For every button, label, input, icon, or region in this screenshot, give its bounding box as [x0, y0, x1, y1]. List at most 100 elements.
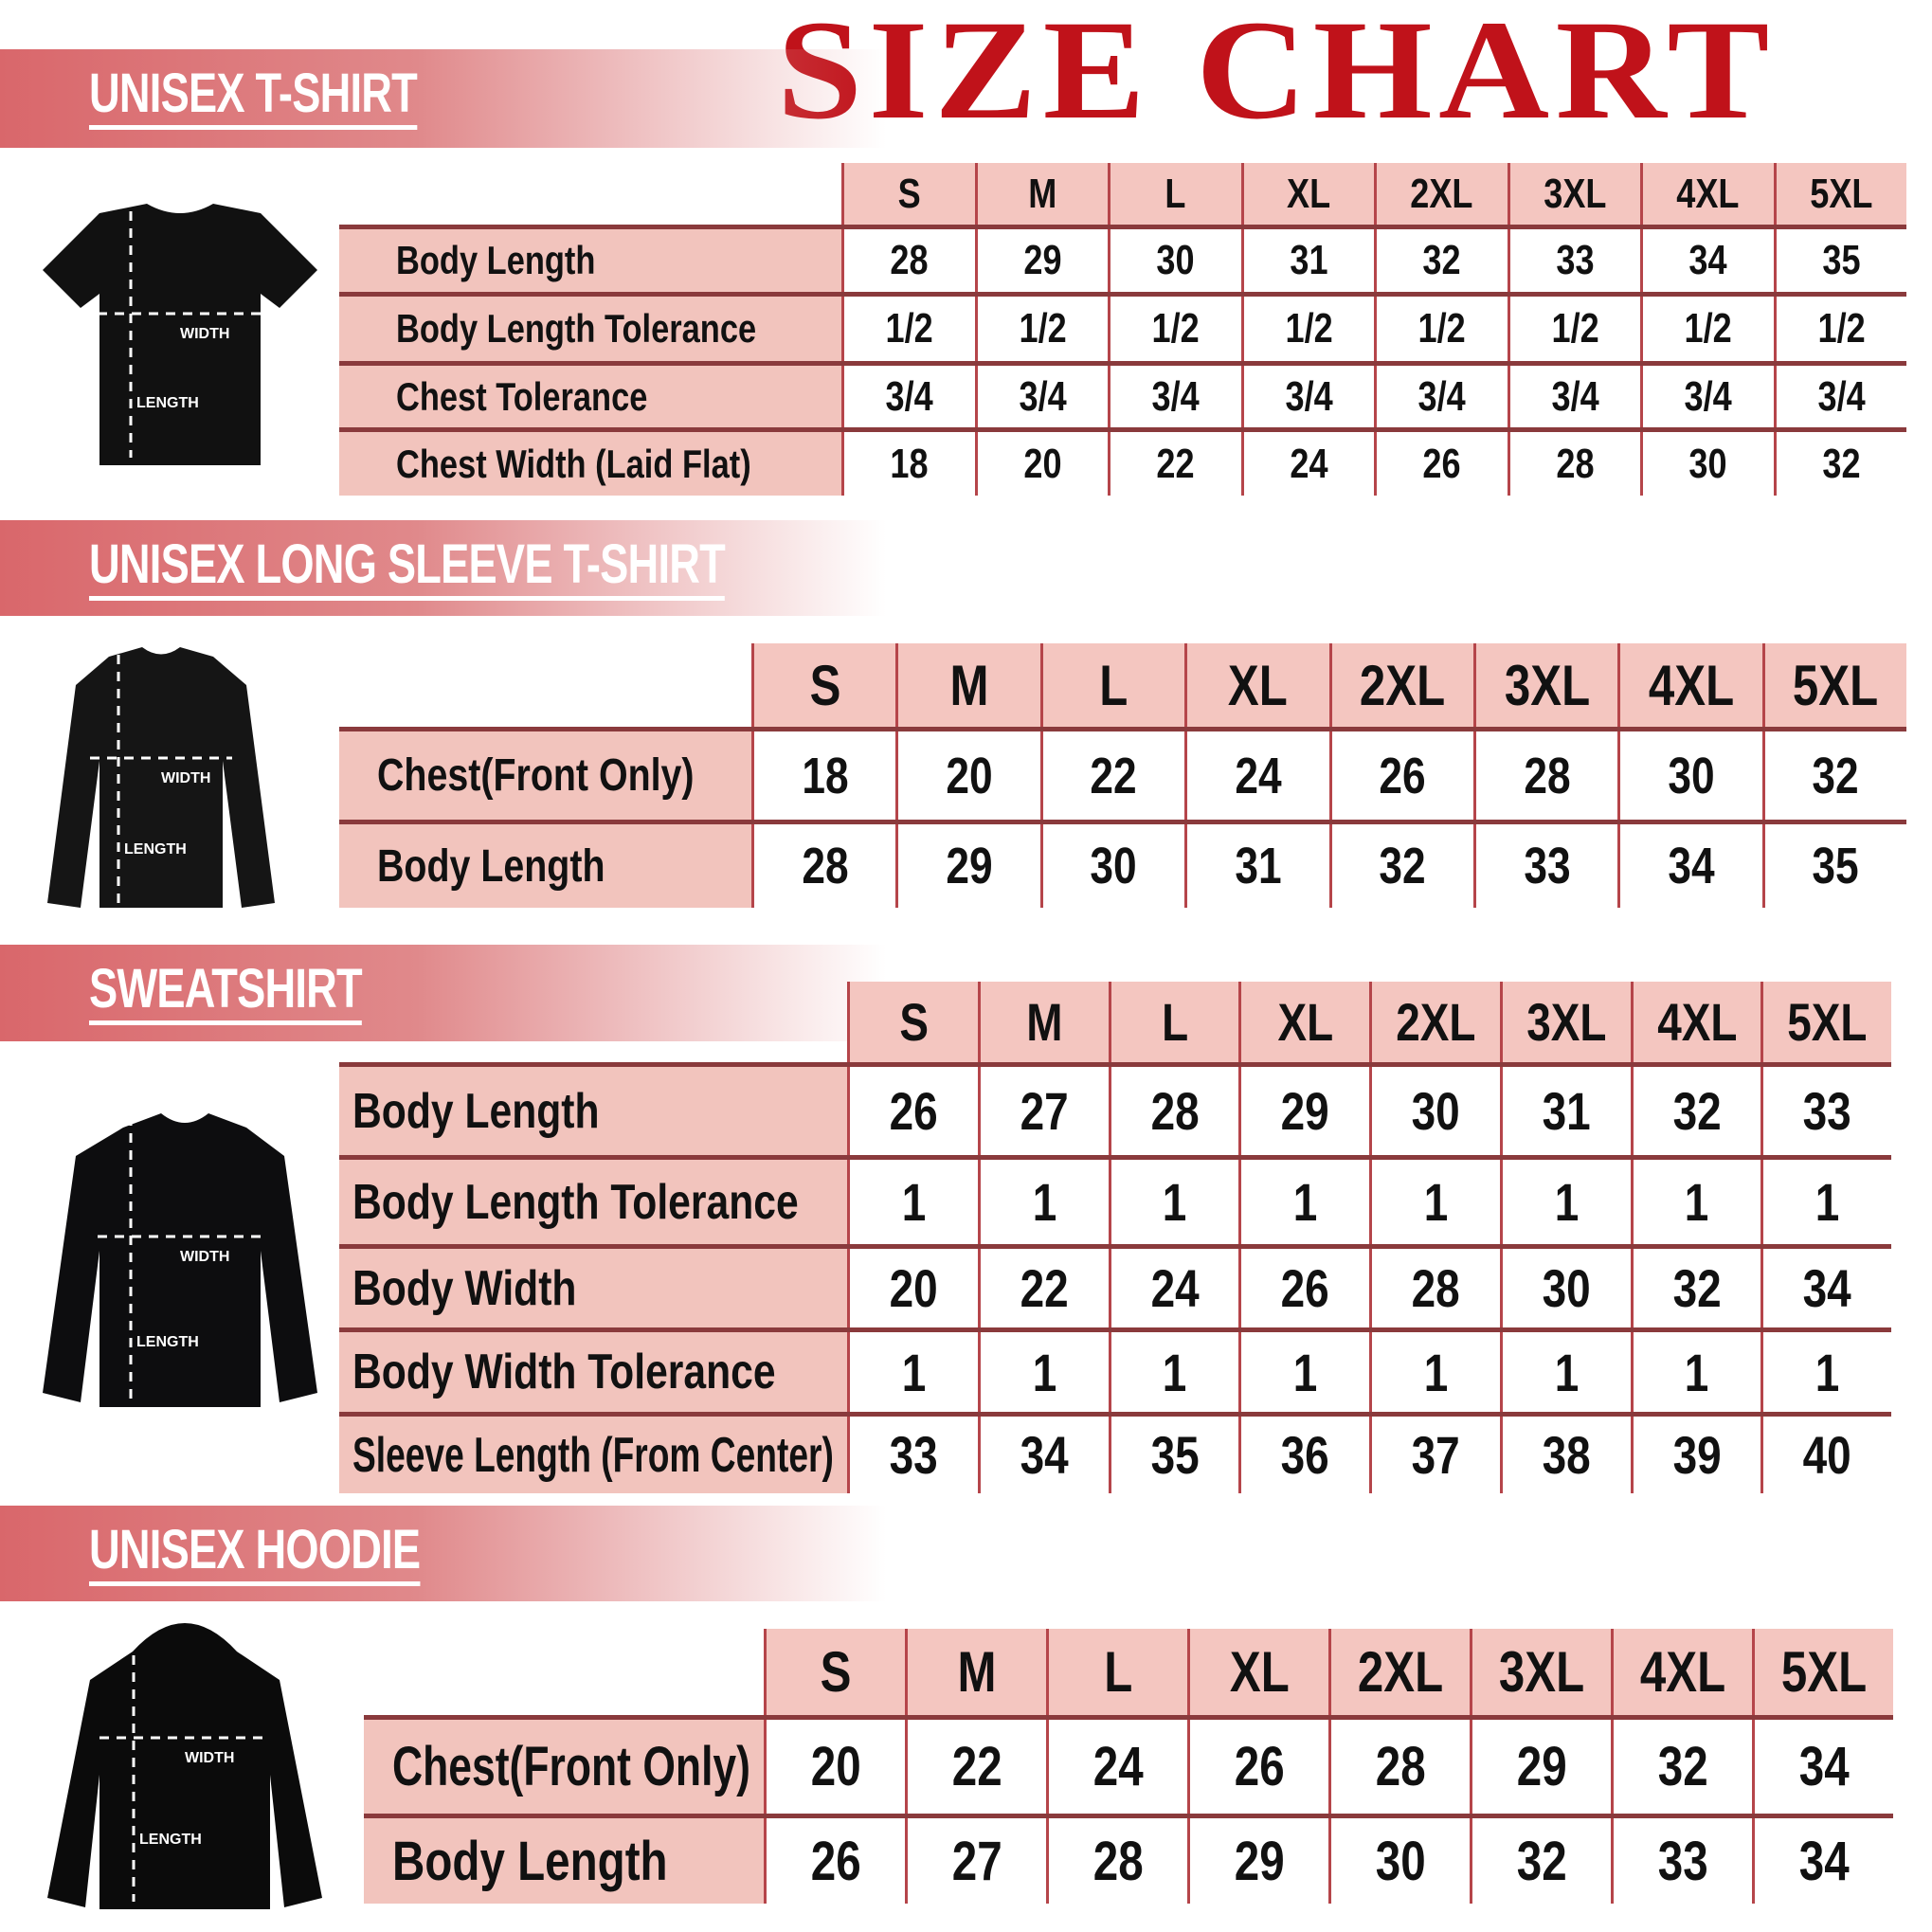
row-label: Body Length Tolerance	[339, 1160, 847, 1244]
row-label: Body Length	[364, 1818, 764, 1904]
value-cell: 34	[1752, 1818, 1893, 1904]
size-header: 3XL	[1499, 982, 1631, 1062]
row-label: Chest(Front Only)	[339, 731, 751, 820]
value-cell: 1/2	[1773, 297, 1907, 361]
value-text: 3/4	[1019, 372, 1067, 420]
size-label: 5XL	[1787, 992, 1868, 1052]
value-text: 1	[1292, 1342, 1318, 1402]
value-cell: 29	[1187, 1818, 1328, 1904]
value-text: 28	[1411, 1258, 1460, 1318]
row-label: Chest(Front Only)	[364, 1720, 764, 1814]
value-text: 1	[1554, 1172, 1579, 1232]
row-values: 18 20 22 24 26 28 30 32	[751, 731, 1906, 820]
size-label: 3XL	[1544, 170, 1607, 217]
value-text: 22	[1156, 440, 1195, 487]
value-text: 29	[1023, 237, 1062, 283]
size-label: 5XL	[1810, 170, 1873, 217]
row-values: 20 22 24 26 28 29 32 34	[764, 1720, 1893, 1814]
value-text: 30	[1668, 747, 1715, 804]
size-header: 3XL	[1472, 643, 1617, 727]
value-cell: 1	[847, 1160, 978, 1244]
value-cell: 1/2	[1507, 297, 1641, 361]
row-values: 1 1 1 1 1 1 1 1	[847, 1160, 1891, 1244]
value-text: 3/4	[1417, 372, 1466, 420]
value-cell: 1	[1630, 1160, 1761, 1244]
size-label: S	[809, 653, 841, 717]
value-cell: 1/2	[1640, 297, 1774, 361]
value-text: 27	[1020, 1081, 1069, 1141]
value-cell: 26	[1238, 1249, 1369, 1327]
value-cell: 1	[1369, 1332, 1500, 1412]
value-cell: 18	[841, 432, 975, 496]
table-row: Body Length Tolerance 1 1 1 1 1 1 1 1	[339, 1155, 1891, 1244]
value-text: 22	[1090, 747, 1138, 804]
value-cell: 18	[751, 731, 895, 820]
value-text: 1	[1163, 1342, 1187, 1402]
value-cell: 3/4	[1108, 366, 1241, 427]
size-header: M	[974, 163, 1109, 225]
size-label: XL	[1287, 170, 1331, 217]
size-label: L	[1165, 170, 1186, 217]
value-cell: 3/4	[1507, 366, 1641, 427]
size-label: L	[1161, 992, 1188, 1052]
row-values: 1 1 1 1 1 1 1 1	[847, 1332, 1891, 1412]
row-values: 3/4 3/4 3/4 3/4 3/4 3/4 3/4 3/4	[841, 366, 1906, 427]
size-header: 5XL	[1752, 1629, 1893, 1715]
size-label: 2XL	[1357, 1640, 1444, 1704]
value-cell: 1/2	[1240, 297, 1375, 361]
value-text: 26	[1234, 1736, 1285, 1797]
size-header: 2XL	[1369, 982, 1500, 1062]
value-text: 26	[1379, 747, 1426, 804]
value-cell: 1	[1108, 1160, 1239, 1244]
row-label: Body Length	[339, 824, 751, 908]
value-cell: 3/4	[1240, 366, 1375, 427]
row-values: 26 27 28 29 30 32 33 34	[764, 1818, 1893, 1904]
size-header: 3XL	[1470, 1629, 1611, 1715]
value-cell: 28	[1108, 1067, 1239, 1155]
value-cell: 34	[1640, 229, 1774, 292]
value-cell: 32	[1611, 1720, 1752, 1814]
section-heading: UNISEX LONG SLEEVE T-SHIRT	[89, 533, 726, 601]
value-cell: 32	[1630, 1067, 1761, 1155]
size-header: M	[905, 1629, 1046, 1715]
value-text: 35	[1150, 1425, 1200, 1485]
size-header-row: S M L XL 2XL 3XL 4XL 5XL	[847, 982, 1891, 1062]
table-row: Body Length 28 29 30 31 32 33 34 35	[339, 820, 1906, 908]
size-header-row: S M L XL 2XL 3XL 4XL 5XL	[764, 1629, 1893, 1715]
value-text: 30	[1542, 1258, 1591, 1318]
value-cell: 34	[1760, 1249, 1891, 1327]
size-label: XL	[1277, 992, 1333, 1052]
row-label: Body Length	[339, 229, 841, 292]
row-values: 28 29 30 31 32 33 34 35	[841, 229, 1906, 292]
value-cell: 1	[1238, 1160, 1369, 1244]
value-text: 3/4	[1817, 372, 1866, 420]
value-cell: 20	[974, 432, 1109, 496]
value-cell: 29	[895, 824, 1039, 908]
size-header: 4XL	[1617, 643, 1761, 727]
value-text: 33	[1556, 237, 1595, 283]
value-text: 32	[1516, 1830, 1567, 1892]
value-cell: 32	[1374, 229, 1508, 292]
value-cell: 20	[895, 731, 1039, 820]
row-values: 1/2 1/2 1/2 1/2 1/2 1/2 1/2 1/2	[841, 297, 1906, 361]
value-text: 1/2	[1817, 305, 1866, 352]
value-cell: 22	[905, 1720, 1046, 1814]
value-cell: 27	[905, 1818, 1046, 1904]
value-text: 1	[1423, 1172, 1449, 1232]
size-label: XL	[1228, 653, 1289, 717]
value-text: 30	[1688, 440, 1727, 487]
size-header: L	[1046, 1629, 1187, 1715]
size-label: 5XL	[1780, 1640, 1868, 1704]
value-text: 3/4	[885, 372, 933, 420]
size-label: 3XL	[1526, 992, 1607, 1052]
size-label: 3XL	[1498, 1640, 1585, 1704]
value-text: 36	[1281, 1425, 1330, 1485]
size-label: S	[897, 170, 921, 217]
value-cell: 35	[1108, 1417, 1239, 1493]
row-label: Body Width Tolerance	[339, 1332, 847, 1412]
value-text: 3/4	[1551, 372, 1599, 420]
value-text: 34	[1798, 1830, 1850, 1892]
value-text: 26	[889, 1081, 938, 1141]
size-header: L	[1108, 982, 1239, 1062]
value-cell: 34	[1752, 1720, 1893, 1814]
